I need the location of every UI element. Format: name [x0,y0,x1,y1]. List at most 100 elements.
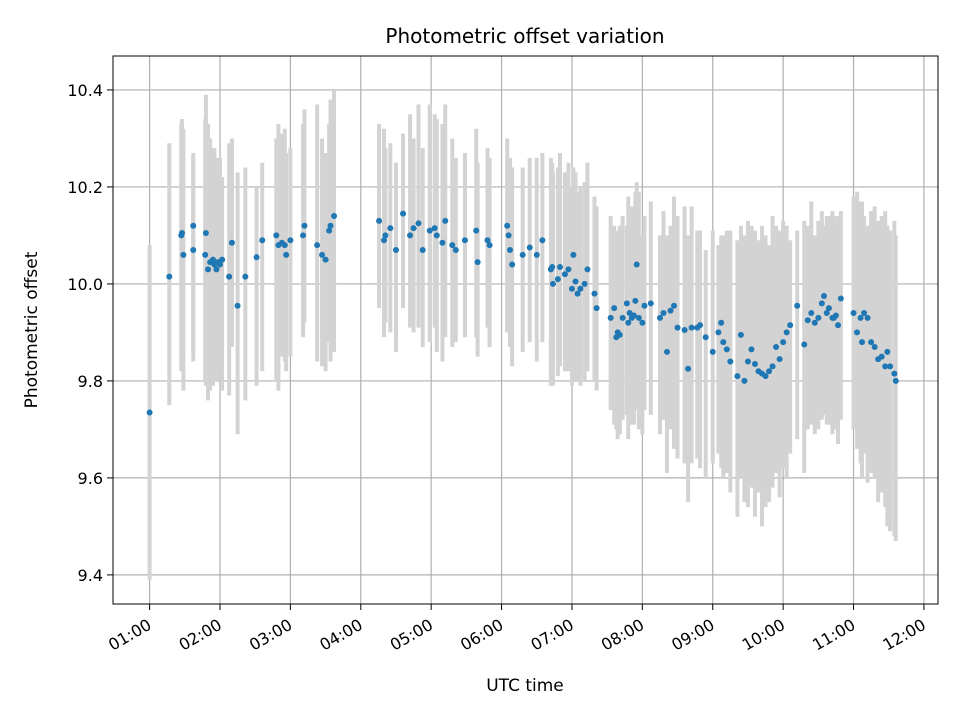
data-point [561,271,568,278]
data-point [419,246,426,253]
data-point [570,251,577,258]
data-point [647,300,654,307]
data-point [166,273,173,280]
data-point [794,302,801,309]
data-point [619,314,626,321]
data-point [734,373,741,380]
data-point [281,242,288,249]
data-point [505,232,512,239]
data-point [787,322,794,329]
data-point [319,251,326,258]
data-point [549,280,556,287]
data-point [623,300,630,307]
data-point [190,222,197,229]
data-point [584,266,591,273]
data-point [146,409,153,416]
data-point [216,261,223,268]
data-point [581,280,588,287]
data-point [577,285,584,292]
y-tick-label: 10.2 [67,178,103,197]
y-tick-label: 9.8 [78,372,103,391]
data-point [392,246,399,253]
data-point [442,217,449,224]
data-point [327,222,334,229]
data-point [811,319,818,326]
data-point [461,237,468,244]
data-point [751,360,758,367]
data-point [486,242,493,249]
data-point [857,314,864,321]
x-axis-label: UTC time [486,676,564,696]
data-point [301,222,308,229]
data-point [773,343,780,350]
data-point [783,329,790,336]
data-point [892,377,899,384]
y-axis-ticks: 9.4 9.6 9.8 10.0 10.2 10.4 [67,81,113,585]
y-tick-label: 9.4 [78,566,103,585]
data-point [709,348,716,355]
data-point [593,305,600,312]
data-point [887,363,894,370]
data-point [685,365,692,372]
data-point [433,232,440,239]
data-point [674,324,681,331]
data-point [718,319,725,326]
data-point [776,356,783,363]
data-point [616,331,623,338]
data-point [641,302,648,309]
y-axis-label: Photometric offset [22,251,42,408]
data-point [539,237,546,244]
data-point [635,314,642,321]
data-point [381,237,388,244]
data-point [509,261,516,268]
data-point [410,225,417,232]
y-tick-label: 9.6 [78,469,103,488]
data-point [727,358,734,365]
data-point [253,254,260,261]
data-point [205,266,212,273]
data-point [556,263,563,270]
data-point [180,251,187,258]
data-point [387,225,394,232]
data-point [519,251,526,258]
data-point [326,227,333,234]
data-point [671,302,678,309]
data-point [850,310,857,317]
data-point [572,278,579,285]
data-point [815,314,822,321]
data-point [533,251,540,258]
data-point [820,293,827,300]
data-point [801,341,808,348]
data-point [744,358,751,365]
data-point [526,244,533,251]
data-point [681,327,688,333]
data-point [825,305,832,312]
y-tick-label: 10.0 [67,275,103,294]
data-point [656,314,663,321]
data-point [861,310,868,317]
data-point [891,370,898,377]
data-point [832,312,839,319]
data-point [234,302,241,309]
data-point [549,263,556,270]
data-point [259,237,266,244]
data-point [762,373,769,380]
data-point [625,319,632,326]
data-point [507,246,514,253]
data-point [300,232,307,239]
data-point [723,346,730,353]
data-point [228,239,235,246]
data-point [715,329,722,336]
data-point [554,276,561,283]
data-point [737,331,744,338]
data-point [882,363,889,370]
data-point [202,251,209,258]
data-point [426,227,433,234]
data-point [504,222,511,229]
data-point [565,266,572,273]
data-point [632,297,639,304]
data-point [663,348,670,355]
data-points [146,210,899,416]
data-point [226,273,233,280]
